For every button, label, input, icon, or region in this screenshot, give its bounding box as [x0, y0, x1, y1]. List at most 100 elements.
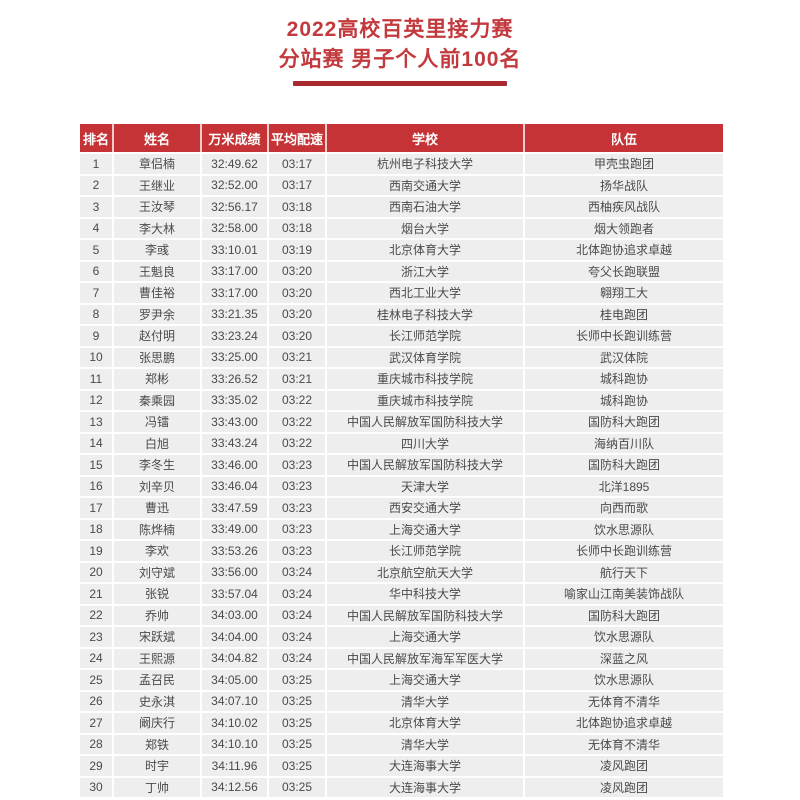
cell-pace: 03:18 — [269, 197, 327, 217]
cell-team: 国防科大跑团 — [587, 458, 660, 473]
column-header-school: 学校 — [327, 124, 525, 152]
cell-rank: 7 — [80, 283, 114, 303]
cell-time: 34:10.10 — [202, 734, 269, 754]
cell-school: 大连海事大学 — [327, 756, 525, 776]
cell-name: 时宇 — [114, 756, 202, 776]
cell-school: 中国人民解放军国防科技大学 — [327, 455, 525, 475]
cell-school: 北京体育大学 — [327, 240, 525, 260]
cell-name: 章侣楠 — [114, 154, 202, 174]
table-row: 28 郑铁 34:10.10 03:25 清华大学 无体育不清华 — [80, 734, 723, 754]
cell-rank: 19 — [80, 541, 114, 561]
cell-rank: 17 — [80, 498, 114, 518]
cell-school: 西北工业大学 — [327, 283, 525, 303]
cell-time: 33:25.00 — [202, 347, 269, 367]
table-row: 14 白旭 33:43.24 03:22 四川大学 海纳百川队 — [80, 433, 723, 453]
cell-pace: 03:23 — [269, 476, 327, 496]
cell-team: 烟大领跑者 — [593, 221, 654, 236]
cell-name: 丁帅 — [114, 777, 202, 797]
table-row: 20 刘守斌 33:56.00 03:24 北京航空航天大学 航行天下 — [80, 562, 723, 582]
cell-name: 王魁良 — [114, 261, 202, 281]
cell-rank: 16 — [80, 476, 114, 496]
cell-team: 航行天下 — [599, 565, 648, 580]
cell-name: 李大林 — [114, 218, 202, 238]
cell-name: 宋跃斌 — [114, 627, 202, 647]
cell-rank: 2 — [80, 175, 114, 195]
table-row: 30 丁帅 34:12.56 03:25 大连海事大学 凌风跑团 — [80, 777, 723, 797]
cell-name: 冯镭 — [114, 412, 202, 432]
cell-team: 长师中长跑训练营 — [575, 544, 672, 559]
cell-time: 33:53.26 — [202, 541, 269, 561]
cell-time: 32:49.62 — [202, 154, 269, 174]
cell-school: 长江师范学院 — [327, 541, 525, 561]
cell-name: 郑铁 — [114, 734, 202, 754]
table-row: 10 张思鹏 33:25.00 03:21 武汉体育学院 武汉体院 — [80, 347, 723, 367]
cell-pace: 03:21 — [269, 369, 327, 389]
cell-team: 桂电跑团 — [599, 307, 648, 322]
cell-name: 陈烨楠 — [114, 519, 202, 539]
cell-team: 饮水思源队 — [593, 522, 654, 537]
cell-rank: 27 — [80, 713, 114, 733]
table-header-row: 排名 姓名 万米成绩 平均配速 学校 队伍 — [80, 124, 723, 152]
cell-school: 清华大学 — [327, 691, 525, 711]
cell-team: 甲壳虫跑团 — [593, 157, 654, 172]
cell-pace: 03:25 — [269, 777, 327, 797]
cell-rank: 14 — [80, 433, 114, 453]
cell-team: 饮水思源队 — [593, 673, 654, 688]
results-table: 排名 姓名 万米成绩 平均配速 学校 队伍 1 章侣楠 32:49.62 03:17 杭… — [80, 124, 723, 797]
cell-pace: 03:18 — [269, 218, 327, 238]
cell-time: 33:21.35 — [202, 304, 269, 324]
cell-school: 中国人民解放军海军军医大学 — [327, 648, 525, 668]
cell-time: 34:04.82 — [202, 648, 269, 668]
cell-name: 张锐 — [114, 584, 202, 604]
table-row: 5 李彧 33:10.01 03:19 北京体育大学 北体跑协追求卓越 — [80, 240, 723, 260]
cell-rank: 11 — [80, 369, 114, 389]
cell-name: 赵付明 — [114, 326, 202, 346]
cell-time: 32:56.17 — [202, 197, 269, 217]
table-row: 26 史永淇 34:07.10 03:25 清华大学 无体育不清华 — [80, 691, 723, 711]
table-row: 2 王继业 32:52.00 03:17 西南交通大学 扬华战队 — [80, 175, 723, 195]
table-row: 7 曹佳裕 33:17.00 03:20 西北工业大学 翱翔工大 — [80, 283, 723, 303]
cell-time: 33:47.59 — [202, 498, 269, 518]
cell-school: 桂林电子科技大学 — [327, 304, 525, 324]
cell-time: 34:05.00 — [202, 670, 269, 690]
cell-school: 重庆城市科技学院 — [327, 390, 525, 410]
cell-school: 北京体育大学 — [327, 713, 525, 733]
cell-school: 天津大学 — [327, 476, 525, 496]
table-row: 4 李大林 32:58.00 03:18 烟台大学 烟大领跑者 — [80, 218, 723, 238]
table-row: 1 章侣楠 32:49.62 03:17 杭州电子科技大学 甲壳虫跑团 — [80, 154, 723, 174]
table-row: 23 宋跃斌 34:04.00 03:24 上海交通大学 饮水思源队 — [80, 627, 723, 647]
cell-team: 北体跑协追求卓越 — [575, 716, 672, 731]
cell-school: 四川大学 — [327, 433, 525, 453]
cell-team: 扬华战队 — [599, 178, 648, 193]
cell-rank: 26 — [80, 691, 114, 711]
cell-team: 城科跑协 — [599, 393, 648, 408]
cell-name: 乔帅 — [114, 605, 202, 625]
cell-team: 武汉体院 — [599, 350, 648, 365]
cell-name: 王熙源 — [114, 648, 202, 668]
cell-school: 华中科技大学 — [327, 584, 525, 604]
cell-team: 长师中长跑训练营 — [575, 329, 672, 344]
cell-name: 刘守斌 — [114, 562, 202, 582]
cell-team: 无体育不清华 — [587, 694, 660, 709]
cell-rank: 24 — [80, 648, 114, 668]
cell-name: 王汝琴 — [114, 197, 202, 217]
table-row: 25 孟召民 34:05.00 03:25 上海交通大学 饮水思源队 — [80, 670, 723, 690]
table-row: 29 时宇 34:11.96 03:25 大连海事大学 凌风跑团 — [80, 756, 723, 776]
cell-pace: 03:17 — [269, 175, 327, 195]
cell-pace: 03:25 — [269, 734, 327, 754]
cell-pace: 03:24 — [269, 562, 327, 582]
cell-school: 杭州电子科技大学 — [327, 154, 525, 174]
cell-rank: 28 — [80, 734, 114, 754]
cell-name: 孟召民 — [114, 670, 202, 690]
column-header-team: 队伍 — [610, 131, 637, 147]
cell-rank: 18 — [80, 519, 114, 539]
table-row: 8 罗尹余 33:21.35 03:20 桂林电子科技大学 桂电跑团 — [80, 304, 723, 324]
cell-time: 32:58.00 — [202, 218, 269, 238]
cell-name: 秦乘园 — [114, 390, 202, 410]
cell-team: 凌风跑团 — [599, 780, 648, 795]
cell-team: 饮水思源队 — [593, 630, 654, 645]
cell-pace: 03:25 — [269, 691, 327, 711]
table-row: 27 阚庆行 34:10.02 03:25 北京体育大学 北体跑协追求卓越 — [80, 713, 723, 733]
cell-rank: 6 — [80, 261, 114, 281]
page-title-line1: 2022高校百英里接力赛 — [286, 18, 514, 41]
